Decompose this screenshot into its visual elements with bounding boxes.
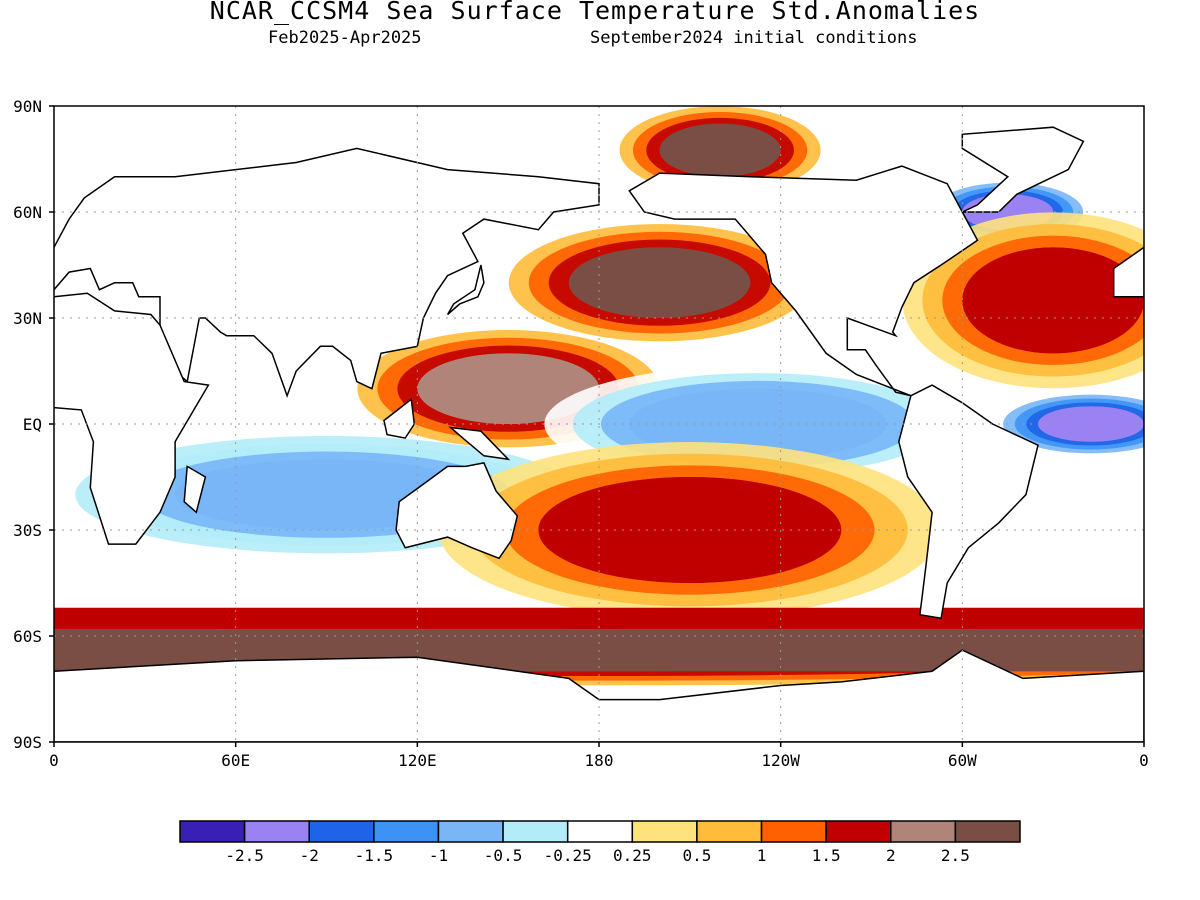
lat-tick-label: 30N	[13, 309, 42, 328]
colorbar-swatch	[243, 820, 310, 843]
colorbar-swatch	[373, 820, 440, 843]
colorbar-swatch	[502, 820, 569, 843]
land-antarctica	[54, 649, 1144, 742]
colorbar-tick-label: -1	[429, 846, 448, 865]
colorbar-swatch	[760, 820, 827, 843]
colorbar: -2.5 -2 -1.5 -1 -0.5 -0.25 0.25 0.5 1 1.5 2 2.5	[179, 820, 1021, 865]
land-japan	[446, 264, 485, 316]
colorbar-swatch	[825, 820, 892, 843]
lat-tick-label: 90N	[13, 97, 42, 116]
forecast-period: Feb2025-Apr2025	[268, 28, 422, 48]
colorbar-swatch	[308, 820, 375, 843]
lon-tick-label: 120W	[761, 751, 800, 770]
lon-tick-label: 120E	[398, 751, 437, 770]
lon-tick-label: 0	[1139, 751, 1149, 770]
colorbar-swatch	[437, 820, 504, 843]
anomaly-region-9	[659, 123, 781, 177]
grid-lines	[54, 106, 1144, 742]
colorbar-swatch	[179, 820, 246, 843]
colorbar-tick-label: 2	[886, 846, 896, 865]
land-eurasia	[54, 147, 600, 398]
lon-tick-label: 0	[49, 751, 59, 770]
initial-conditions: September2024 initial conditions	[590, 28, 918, 48]
axis-labels: 90N 60N 30N EQ 30S 60S 90S 0 60E 120E 180 120W 60W 0	[13, 97, 1149, 770]
land-madagascar	[183, 465, 207, 514]
land-americas-s	[898, 384, 1039, 620]
map-title: NCAR_CCSM4 Sea Surface Temperature Std.A…	[209, 0, 981, 25]
lon-tick-label: 180	[585, 751, 614, 770]
colorbar-swatch	[890, 820, 957, 843]
land-iberia-wrap	[1112, 246, 1144, 298]
colorbar-tick-label: 0.25	[613, 846, 652, 865]
anomaly-region-3	[1038, 406, 1144, 442]
colorbar-tick-label: 1	[757, 846, 767, 865]
colorbar-tick-label: -0.25	[544, 846, 592, 865]
colorbar-swatch	[631, 820, 698, 843]
anomaly-region-8	[962, 247, 1144, 354]
colorbar-swatch	[696, 820, 763, 843]
land-australia	[395, 462, 519, 560]
anomaly-region-0	[568, 247, 751, 318]
land-americas-n	[628, 165, 979, 397]
colorbar-tick-label: 2.5	[941, 846, 970, 865]
lon-tick-label: 60W	[948, 751, 977, 770]
lat-tick-label: 60N	[13, 203, 42, 222]
land-greenland	[961, 126, 1085, 213]
colorbar-tick-label: -2	[300, 846, 319, 865]
lat-tick-label: EQ	[23, 415, 42, 434]
anomaly-region-2	[629, 388, 887, 460]
colorbar-tick-label: -0.5	[484, 846, 523, 865]
colorbar-swatch	[954, 820, 1021, 843]
lat-tick-label: 90S	[13, 733, 42, 752]
lon-tick-label: 60E	[221, 751, 250, 770]
land-africa	[54, 292, 210, 545]
colorbar-tick-label: -2.5	[225, 846, 264, 865]
lat-tick-label: 60S	[13, 627, 42, 646]
colorbar-tick-label: -1.5	[355, 846, 394, 865]
anomaly-region-7	[538, 477, 842, 583]
continent-outlines	[54, 126, 1144, 742]
lat-tick-label: 30S	[13, 521, 42, 540]
colorbar-tick-label: 0.5	[682, 846, 711, 865]
land-borneo	[383, 397, 416, 439]
anomaly-region-1	[417, 353, 599, 424]
colorbar-swatch	[566, 820, 634, 843]
land-new-guinea	[448, 426, 511, 461]
colorbar-tick-label: 1.5	[812, 846, 841, 865]
